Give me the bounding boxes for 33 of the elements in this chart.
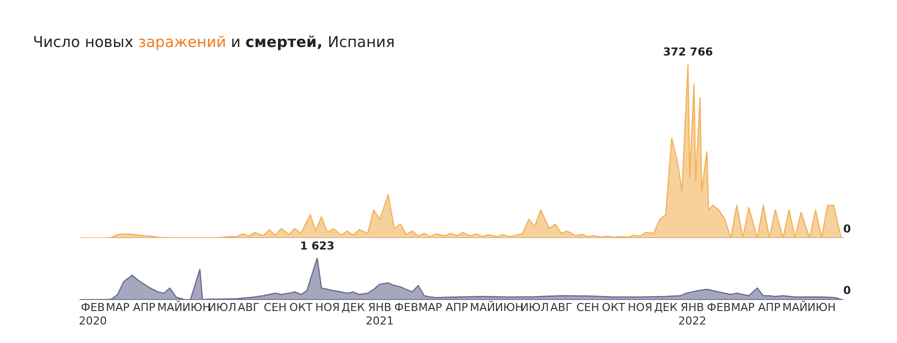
x-tick-label: МАЙ [782, 300, 808, 314]
x-tick-label: МАР [730, 301, 755, 314]
x-tick-label: МАР [106, 301, 130, 314]
x-tick-label: АВГ [550, 301, 572, 314]
x-tick-label: АПР [446, 301, 468, 314]
x-tick-label: МАР [418, 301, 442, 314]
x-tick-label: ДЕК [341, 301, 366, 314]
x-tick-label: ИЮН [807, 301, 836, 314]
x-tick-label: ИЮН [182, 301, 211, 314]
chart-title: Число новых заражений и смертей, Испания [33, 33, 395, 51]
x-tick-label: ФЕВ 2020 [78, 301, 107, 328]
x-tick-label: МАЙ [157, 300, 183, 314]
x-tick-label: ИЮН [494, 301, 524, 314]
x-tick-label: ИЮЛ [520, 301, 549, 314]
annotation: 372 766 [663, 45, 714, 58]
x-tick-label: АВГ [238, 301, 260, 314]
x-tick-label: СЕН [576, 301, 600, 314]
x-tick-label: АПР [758, 301, 781, 314]
x-tick-label: СЕН [264, 301, 287, 314]
annotation: 1 623 [300, 239, 334, 252]
x-tick-label: ЯНВ 2022 [678, 301, 706, 328]
x-tick-label: НОЯ [315, 301, 340, 314]
x-tick-label: ОКТ [289, 301, 313, 314]
x-tick-label: ФЕВ [394, 301, 418, 314]
annotation: 0 [843, 222, 852, 236]
x-tick-label: НОЯ [628, 301, 652, 314]
x-tick-label: ФЕВ [706, 301, 731, 314]
x-tick-label: ЯНВ 2021 [366, 301, 394, 328]
x-tick-label: МАЙ [470, 300, 496, 314]
annotation: 0 [843, 284, 852, 297]
x-tick-label: ОКТ [602, 301, 626, 314]
x-tick-label: АПР [133, 301, 156, 314]
x-tick-label: ДЕК [654, 301, 678, 314]
